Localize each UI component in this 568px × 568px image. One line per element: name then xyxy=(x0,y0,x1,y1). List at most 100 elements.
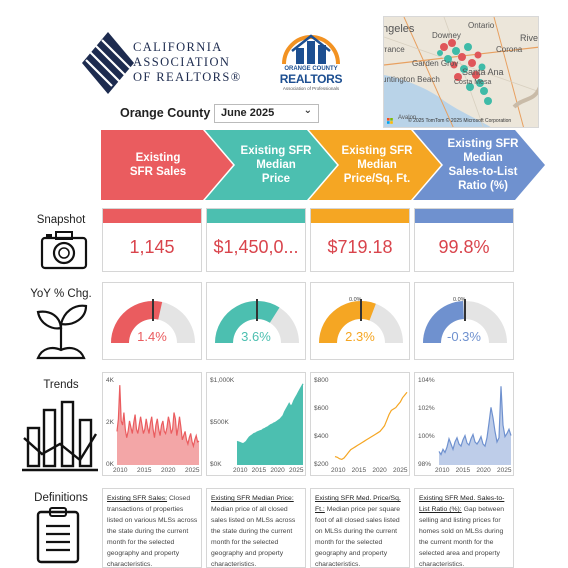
definition-card-price-sqft: Existing SFR Med. Price/Sq. Ft.: Median … xyxy=(310,488,410,568)
yoy-value: 3.6% xyxy=(241,329,271,344)
arrow-price-sqft xyxy=(309,130,441,200)
row-label-snapshot: Snapshot xyxy=(36,214,86,226)
trend-chart-price-sqft[interactable]: $200 $400 $600 $800 2010 2015 2020 2025 xyxy=(310,372,410,476)
gauge-fill xyxy=(215,301,280,343)
trend-line xyxy=(236,383,304,445)
gauge-fill xyxy=(423,301,464,343)
trend-chart-svg xyxy=(334,391,408,461)
map-label: ngeles xyxy=(383,23,415,35)
gauge-graphic xyxy=(111,299,195,343)
trend-area xyxy=(237,383,303,465)
trend-y-tick: $0K xyxy=(210,461,222,468)
gauge-graphic xyxy=(423,299,507,343)
trend-chart-sales[interactable]: 0K 2K 4K 2010 2015 2020 2025 xyxy=(102,372,202,476)
trend-x-tick: 2020 xyxy=(476,467,491,474)
trend-chart-median-price[interactable]: $0K $500K $1,000K 2010 2015 2020 2025 xyxy=(206,372,306,476)
card-accent-bar xyxy=(103,209,201,223)
metric-header-sales-to-list: Existing SFR Median Sales-to-List Ratio (%) xyxy=(447,138,519,192)
gauge-zero-label: 0.0% xyxy=(349,297,362,303)
trend-x-tick: 2020 xyxy=(372,467,387,474)
map-label: rrance xyxy=(383,45,405,54)
trend-y-tick: $800 xyxy=(314,377,329,384)
card-accent-bar xyxy=(207,209,305,223)
metric-header-sales: Existing SFR Sales xyxy=(129,152,187,178)
yoy-gauge-sales: 1.4% xyxy=(102,282,202,360)
map-copyright: © 2025 TomTom © 2025 Microsoft Corporati… xyxy=(408,118,512,124)
gauge-graphic xyxy=(215,299,299,343)
card-accent-bar xyxy=(415,209,513,223)
trend-y-tick: $400 xyxy=(314,433,329,440)
yoy-gauge-sales-to-list: 0.0% -0.3% xyxy=(414,282,514,360)
trend-y-tick: 0K xyxy=(106,461,114,468)
bar-chart-icon xyxy=(22,400,98,472)
definition-term: Existing SFR Med. Sales-to-List Ratio (%… xyxy=(419,495,505,513)
card-accent-bar xyxy=(311,209,409,223)
trend-x-tick: 2025 xyxy=(185,467,200,474)
trend-line xyxy=(116,385,200,449)
snapshot-value: $1,450,0... xyxy=(213,237,299,257)
yoy-gauge-price-sqft: 0.0% 2.3% xyxy=(310,282,410,360)
trend-y-tick: 98% xyxy=(418,461,432,468)
map-label: Ontario xyxy=(468,21,495,30)
gauge-graphic xyxy=(319,299,403,343)
metric-header-median-price: Existing SFR Median Price xyxy=(240,145,312,185)
trend-x-tick: 2010 xyxy=(233,467,248,474)
definition-term: Existing SFR Sales: xyxy=(107,495,168,502)
trend-x-tick: 2015 xyxy=(251,467,267,474)
map-markers xyxy=(437,39,492,105)
chevron-down-icon: ⌄ xyxy=(303,105,312,116)
definition-body: Gap between selling and listing prices f… xyxy=(419,506,505,568)
yoy-value: -0.3% xyxy=(447,329,481,344)
trend-chart-svg xyxy=(116,385,200,465)
definition-body: Closed transactions of properties listed… xyxy=(107,495,198,568)
microsoft-logo-icon xyxy=(387,118,393,124)
trend-x-tick: 2020 xyxy=(270,467,285,474)
car-wordmark: CALIFORNIA ASSOCIATION OF REALTORS® xyxy=(133,40,242,84)
trend-area xyxy=(439,386,511,465)
definition-text: Existing SFR Med. Price/Sq. Ft.: Median … xyxy=(315,493,406,568)
map-label: Rivers xyxy=(520,33,539,43)
county-map[interactable]: ngeles Downey Ontario Rivers rrance Coro… xyxy=(383,16,539,128)
definition-card-median-price: Existing SFR Median Price: Median price … xyxy=(206,488,306,568)
car-emblem-icon xyxy=(82,32,134,94)
definition-term: Existing SFR Median Price: xyxy=(211,495,294,502)
month-dropdown-value: June 2025 xyxy=(221,107,275,119)
month-dropdown[interactable]: June 2025 ⌄ xyxy=(214,104,319,123)
yoy-gauge-median-price: 3.6% xyxy=(206,282,306,360)
trend-y-tick: $600 xyxy=(314,405,329,412)
clipboard-icon xyxy=(36,507,80,564)
trend-line xyxy=(438,386,512,456)
trend-x-tick: 2025 xyxy=(393,467,408,474)
snapshot-value: 99.8% xyxy=(438,237,490,257)
gauge-fill xyxy=(111,301,163,343)
trend-x-tick: 2010 xyxy=(113,467,128,474)
map-label: Corona xyxy=(496,45,523,54)
trend-chart-svg xyxy=(236,383,304,465)
camera-icon xyxy=(40,231,88,270)
arrow-sales-to-list xyxy=(413,130,545,200)
definition-body: Median price of all closed sales listed … xyxy=(211,506,296,568)
trend-x-tick: 2015 xyxy=(137,467,152,474)
definition-text: Existing SFR Median Price: Median price … xyxy=(211,493,302,568)
snapshot-value: $719.18 xyxy=(327,237,393,257)
region-label: Orange County xyxy=(120,106,211,120)
trend-chart-sales-to-list[interactable]: 98% 100% 102% 104% 2010 2015 2020 2025 xyxy=(414,372,514,476)
definition-card-sales: Existing SFR Sales: Closed transactions … xyxy=(102,488,202,568)
definition-body: Median price per square foot of all clos… xyxy=(315,506,401,568)
snapshot-value: 1,145 xyxy=(129,237,175,257)
trend-y-tick: $500K xyxy=(210,419,229,426)
trend-y-tick: 100% xyxy=(418,433,435,440)
gauge-zero-label: 0.0% xyxy=(453,297,466,303)
trend-y-tick: 2K xyxy=(106,419,114,426)
yoy-value: 2.3% xyxy=(345,329,375,344)
plant-icon xyxy=(36,304,88,360)
map-label: Santa Ana xyxy=(462,67,504,77)
snapshot-card-price-sqft: $719.18 xyxy=(310,208,410,272)
house-arc-icon xyxy=(282,34,340,65)
trend-y-tick: $200 xyxy=(314,461,329,468)
trend-y-tick: 104% xyxy=(418,377,435,384)
trend-x-tick: 2025 xyxy=(289,467,304,474)
definition-text: Existing SFR Med. Sales-to-List Ratio (%… xyxy=(419,493,510,568)
trend-x-tick: 2025 xyxy=(497,467,512,474)
snapshot-card-median-price: $1,450,0... xyxy=(206,208,306,272)
